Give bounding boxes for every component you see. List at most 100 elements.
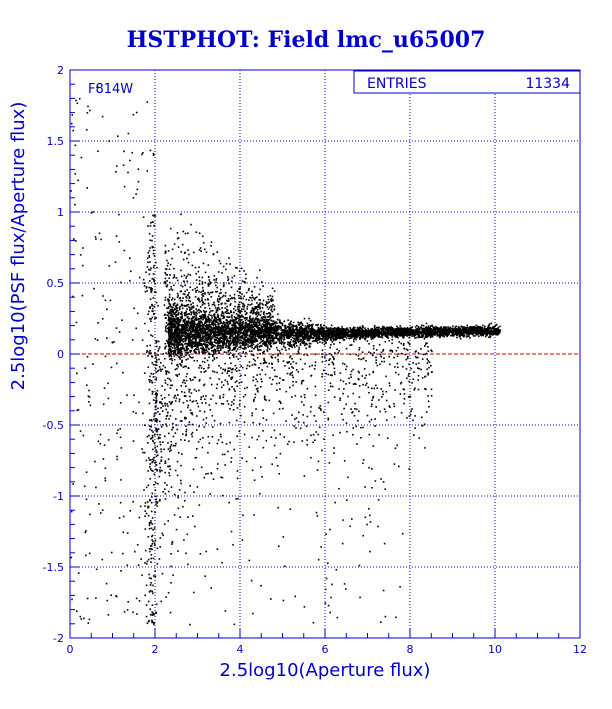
data-point [247,326,249,328]
data-point [434,332,437,335]
data-point [168,342,170,345]
data-point [269,343,271,346]
data-point [204,336,207,339]
data-point [209,320,211,322]
data-point [236,348,239,350]
data-point [313,339,315,342]
data-point [490,330,492,333]
data-point [220,349,222,352]
data-point [206,350,209,353]
data-point [309,337,312,340]
data-point [229,344,232,346]
data-point [180,340,183,342]
data-point [337,331,339,333]
data-point [400,334,403,336]
data-point [191,325,194,327]
data-point [240,325,243,327]
data-point [175,323,178,325]
data-point [210,331,213,333]
data-point [314,333,317,335]
data-point [169,344,171,346]
data-point [237,353,240,355]
data-point [437,334,440,337]
data-point [336,332,338,334]
data-point [179,344,181,346]
data-point [330,331,333,334]
data-point [327,327,329,329]
data-point [487,327,489,329]
data-point [322,329,325,331]
data-point [428,333,431,336]
data-point [265,336,267,338]
data-point [172,326,175,329]
data-point [201,360,204,363]
data-point [272,332,274,335]
data-point [225,319,227,321]
data-point [228,340,231,343]
data-point [223,332,225,334]
data-point [192,337,194,340]
data-point [469,326,471,328]
data-point [283,337,286,339]
data-point [247,338,249,340]
data-point [176,317,178,319]
data-point [458,331,460,333]
data-point [471,331,473,333]
data-point [188,354,190,356]
data-point [207,338,210,341]
data-point [291,331,293,333]
data-point [180,336,183,339]
data-point [280,338,283,340]
data-point [471,327,474,330]
data-point [443,335,445,338]
data-point [283,329,286,331]
data-point [269,336,271,339]
data-point [217,339,220,341]
data-point [383,331,385,333]
data-point [417,325,420,328]
data-point [472,326,474,328]
data-point [276,318,279,321]
data-point [425,332,428,334]
data-point [455,330,457,333]
data-point [444,326,447,328]
data-point [194,313,196,316]
data-point [476,334,478,336]
data-point [427,332,429,335]
data-point [300,331,302,334]
data-point [168,331,170,333]
data-point [434,329,436,332]
data-point [222,344,225,346]
data-point [449,326,452,329]
data-point [249,338,252,340]
data-point [209,334,211,336]
data-point [218,334,221,336]
data-point [391,327,394,329]
data-points [70,86,501,626]
data-point [461,333,464,335]
data-point [268,340,271,342]
data-point [269,339,272,342]
data-point [179,336,181,339]
data-point [199,321,202,324]
data-point [455,325,457,328]
data-point [370,328,372,331]
data-point [234,338,236,340]
data-point [251,337,253,340]
data-point [238,314,240,316]
data-point [241,323,244,325]
data-point [225,335,227,338]
data-point [498,330,501,332]
data-point [440,327,443,329]
data-point [283,335,285,338]
data-point [292,330,294,333]
data-point [260,341,262,343]
data-point [280,322,283,324]
data-point [320,330,323,333]
data-point [269,331,272,333]
data-point [178,356,180,359]
data-point [282,330,284,332]
data-point [294,339,297,342]
data-point [183,334,185,337]
data-point [304,334,306,337]
